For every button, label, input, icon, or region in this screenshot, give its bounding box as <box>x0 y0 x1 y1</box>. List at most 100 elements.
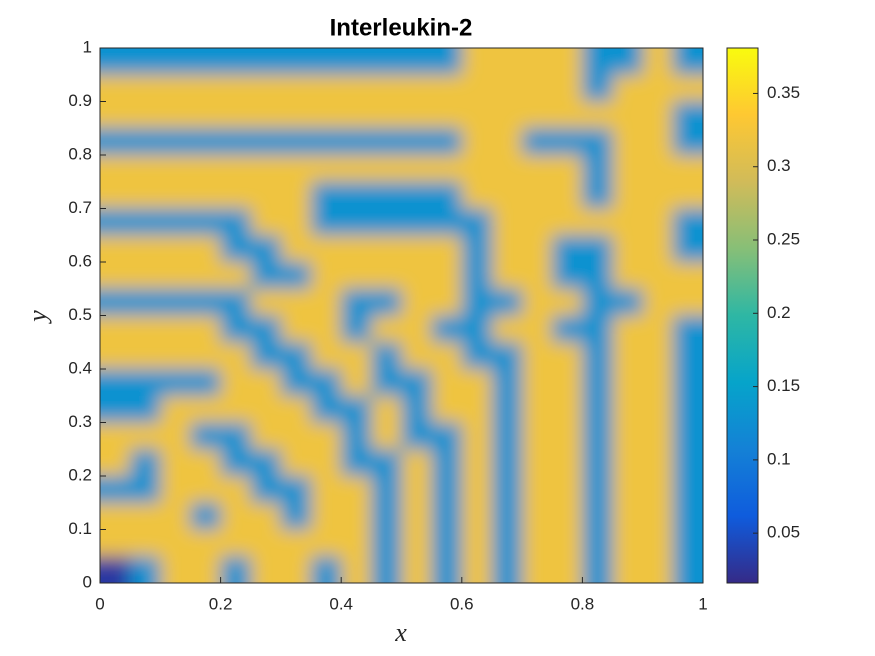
colorbar-tick-label: 0.2 <box>767 303 791 322</box>
heat-cell <box>220 208 252 236</box>
heat-cell <box>371 556 403 583</box>
heat-cell <box>311 155 342 183</box>
heat-cell <box>280 181 312 210</box>
heat-cell <box>220 529 252 557</box>
heat-cell <box>341 476 372 504</box>
heat-cell <box>582 288 614 317</box>
heat-cell <box>341 74 372 103</box>
heat-cell <box>491 208 523 236</box>
heat-cell <box>341 422 372 450</box>
heat-cell <box>582 208 614 236</box>
heat-cell <box>522 529 553 557</box>
heat-cell <box>642 155 674 183</box>
heat-cell <box>160 502 192 531</box>
heat-cell <box>642 369 674 397</box>
heat-cell <box>130 315 161 343</box>
heat-cell <box>612 288 644 317</box>
heat-cell <box>401 342 433 370</box>
colorbar <box>726 47 759 584</box>
heat-cell <box>672 422 703 450</box>
heat-cell <box>642 208 674 236</box>
heat-cell <box>250 181 282 210</box>
heat-cell <box>130 181 161 210</box>
heat-cell <box>341 128 372 156</box>
heat-cell <box>100 502 131 531</box>
heat-cell <box>552 395 583 424</box>
heat-cell <box>401 235 433 263</box>
heat-cell <box>431 235 463 263</box>
heat-cell <box>100 128 131 156</box>
heat-cell <box>130 342 161 370</box>
heat-cell <box>461 208 493 236</box>
heat-cell <box>220 502 252 531</box>
heat-cell <box>642 315 674 343</box>
heat-cell <box>190 235 222 263</box>
heat-cell <box>130 128 161 156</box>
heat-cell <box>522 208 553 236</box>
heat-cell <box>672 556 703 583</box>
x-tick-label: 0.6 <box>450 594 474 613</box>
heat-cell <box>250 101 282 129</box>
heat-cell <box>280 101 312 129</box>
heat-cell <box>220 422 252 450</box>
heat-cell <box>250 556 282 583</box>
heat-cell <box>190 315 222 343</box>
heat-cell <box>491 101 523 129</box>
heat-cell <box>461 342 493 370</box>
heat-cell <box>431 395 463 424</box>
heat-cell <box>401 155 433 183</box>
heat-cell <box>280 288 312 317</box>
heat-cell <box>130 556 161 583</box>
heat-cell <box>612 315 644 343</box>
heat-cell <box>582 422 614 450</box>
heat-cell <box>160 529 192 557</box>
heat-cell <box>431 476 463 504</box>
heat-cell <box>522 48 553 76</box>
heat-cell <box>642 395 674 424</box>
x-tick-label: 0 <box>95 594 104 613</box>
heat-cell <box>311 262 342 290</box>
heat-cell <box>461 529 493 557</box>
heat-cell <box>612 181 644 210</box>
heat-cell <box>130 449 161 477</box>
heat-cell <box>250 128 282 156</box>
heat-cell <box>491 529 523 557</box>
heat-cell <box>250 369 282 397</box>
y-tick-label: 0.5 <box>68 305 92 324</box>
colorbar-tick-label: 0.3 <box>767 156 791 175</box>
heat-cell <box>672 208 703 236</box>
heat-cell <box>280 369 312 397</box>
heat-cell <box>130 422 161 450</box>
heat-cell <box>401 128 433 156</box>
heat-cell <box>431 315 463 343</box>
colorbar-tick-label: 0.25 <box>767 229 800 248</box>
heat-cell <box>401 74 433 103</box>
heat-cell <box>552 369 583 397</box>
heat-cell <box>371 502 403 531</box>
heat-cell <box>552 101 583 129</box>
heat-cell <box>552 476 583 504</box>
heat-cell <box>280 529 312 557</box>
heat-cell <box>341 556 372 583</box>
y-tick-label: 0.1 <box>68 519 92 538</box>
heat-cell <box>491 449 523 477</box>
heat-cell <box>341 342 372 370</box>
heat-cell <box>672 369 703 397</box>
heat-cell <box>582 529 614 557</box>
heat-cell <box>160 101 192 129</box>
heat-cell <box>160 48 192 76</box>
heat-cell <box>642 502 674 531</box>
heat-cell <box>160 262 192 290</box>
colorbar-tick-label: 0.15 <box>767 376 800 395</box>
heat-cell <box>250 155 282 183</box>
heat-cell <box>130 74 161 103</box>
heat-cell <box>672 181 703 210</box>
heat-cell <box>642 449 674 477</box>
heat-cell <box>461 422 493 450</box>
heat-cell <box>160 315 192 343</box>
heat-cell <box>431 48 463 76</box>
heat-cell <box>280 74 312 103</box>
heat-cell <box>100 262 131 290</box>
heat-cell <box>311 235 342 263</box>
heat-cell <box>220 449 252 477</box>
